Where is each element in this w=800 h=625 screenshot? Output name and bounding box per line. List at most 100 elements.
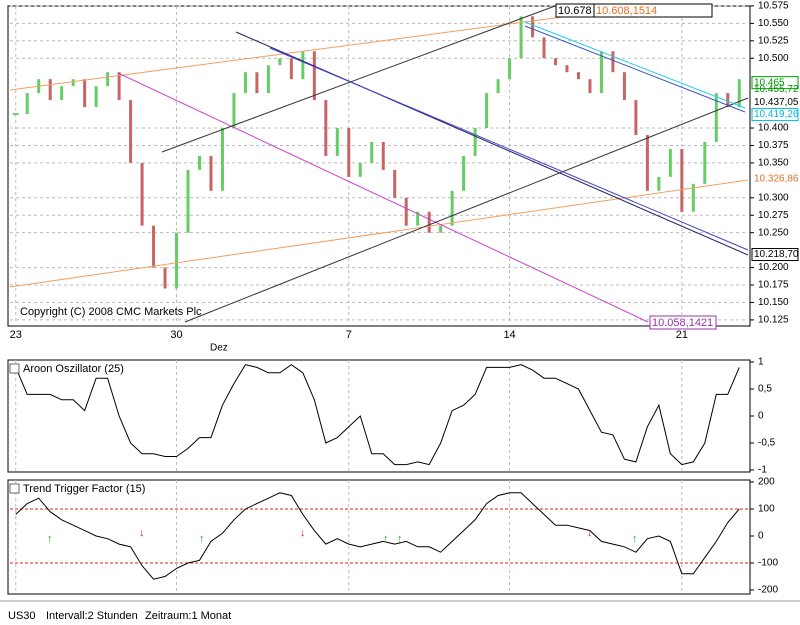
y-tick-label: 0,5 <box>758 384 772 395</box>
y-tick-label: 10.350 <box>758 158 789 169</box>
price-bar <box>393 169 397 198</box>
y-tick-label: 10.300 <box>758 192 789 203</box>
trend-line <box>9 11 601 91</box>
trend-line <box>117 72 649 323</box>
price-bar <box>565 65 569 73</box>
y-tick-label: 10.400 <box>758 123 789 134</box>
signal-up: ↑ <box>383 533 389 545</box>
footer-period: Zeitraum:1 Monat <box>145 610 231 622</box>
footer-symbol: US30 <box>8 610 36 622</box>
price-bar <box>703 141 707 184</box>
price-bar <box>175 232 179 289</box>
price-label: 10.419,26 <box>754 109 799 120</box>
price-bar <box>197 155 201 170</box>
y-tick-label: 10.250 <box>758 227 789 238</box>
price-bar <box>531 16 535 38</box>
price-bar <box>209 155 213 191</box>
ttf-panel <box>7 479 751 595</box>
price-label-box <box>751 248 799 262</box>
price-bar <box>186 169 190 233</box>
close-icon[interactable] <box>9 363 20 374</box>
signals: ↑ ↓ ↑ ↓ ↑ ↑ ↓ ↑ <box>47 527 638 545</box>
y-tick-label: 10.375 <box>758 140 789 151</box>
price-bar <box>485 93 489 129</box>
price-bar <box>473 128 477 156</box>
price-bar <box>634 100 638 135</box>
copyright: Copyright (C) 2008 CMC Markets Plc <box>20 306 202 318</box>
price-bar <box>519 16 523 59</box>
price-bar <box>622 72 626 101</box>
price-bar <box>508 58 512 80</box>
trend-line <box>184 97 749 323</box>
price-bar <box>129 100 133 163</box>
y-tick-label: 10.125 <box>758 315 789 326</box>
price-bar <box>255 72 259 94</box>
signal-up: ↑ <box>47 533 53 545</box>
price-bar <box>462 155 466 191</box>
label-box <box>649 315 717 330</box>
trend-label: 10.058,1421 <box>652 317 713 329</box>
x-tick-label: 21 <box>676 329 688 341</box>
y-tick-label: 10.525 <box>758 35 789 46</box>
price-bar <box>370 141 374 163</box>
price-bar <box>439 225 443 233</box>
price-bar <box>657 176 661 191</box>
price-bar <box>71 79 75 87</box>
price-bar <box>714 93 718 142</box>
price-bar <box>243 72 247 94</box>
y-tick-label: 0 <box>758 411 764 422</box>
price-bar <box>94 86 98 108</box>
x-tick-label: 7 <box>346 329 352 341</box>
close-icon[interactable] <box>9 483 20 494</box>
footer-interval: Intervall:2 Stunden <box>46 610 138 622</box>
indicator-line <box>15 492 740 580</box>
signal-up: ↑ <box>397 533 403 545</box>
price-bar <box>427 211 431 233</box>
trend-lines <box>9 5 749 323</box>
price-bar <box>358 162 362 177</box>
panel-title: Aroon Oszillator (25) <box>23 363 124 375</box>
y-tick-label: -0,5 <box>758 438 776 449</box>
price-bar <box>83 79 87 108</box>
price-label: 10.218,70 <box>754 249 799 260</box>
price-panel <box>7 5 751 327</box>
x-sublabel: Dez <box>210 343 228 354</box>
price-label: 10.465 <box>754 77 785 88</box>
price-bar <box>576 72 580 80</box>
y-tick-label: 0 <box>758 531 764 542</box>
indicator-line <box>15 364 740 466</box>
price-bar <box>668 148 672 177</box>
price-bar <box>117 72 121 101</box>
price-bar <box>152 225 156 268</box>
price-bar <box>554 58 558 66</box>
price-bar <box>140 162 144 226</box>
y-tick-label: 10.200 <box>758 262 789 273</box>
price-bar <box>312 51 316 101</box>
trend-line <box>269 47 749 251</box>
signal-down: ↓ <box>587 527 593 539</box>
price-bar <box>726 93 730 108</box>
y-tick-label: 1 <box>758 357 764 368</box>
price-bar <box>48 79 52 101</box>
price-bar <box>278 58 282 66</box>
trend-line <box>161 5 556 153</box>
y-tick-label: -1 <box>758 465 767 476</box>
y-tick-label: 10.500 <box>758 53 789 64</box>
x-tick-label: 23 <box>10 329 22 341</box>
price-bar <box>599 51 603 94</box>
price-bar <box>289 58 293 80</box>
y-tick-label: 200 <box>758 477 775 488</box>
price-bar <box>588 79 592 94</box>
price-bar <box>163 267 167 289</box>
y-tick-label: 10.275 <box>758 210 789 221</box>
y-tick-label: 10.150 <box>758 297 789 308</box>
price-bar <box>680 148 684 212</box>
price-label: 10.455,72 <box>754 84 799 95</box>
panel-title: Trend Trigger Factor (15) <box>23 483 145 495</box>
price-bar <box>416 211 420 226</box>
price-bar <box>450 190 454 226</box>
price-bar <box>347 128 351 177</box>
price-bar <box>691 183 695 212</box>
y-tick-label: 100 <box>758 504 775 515</box>
